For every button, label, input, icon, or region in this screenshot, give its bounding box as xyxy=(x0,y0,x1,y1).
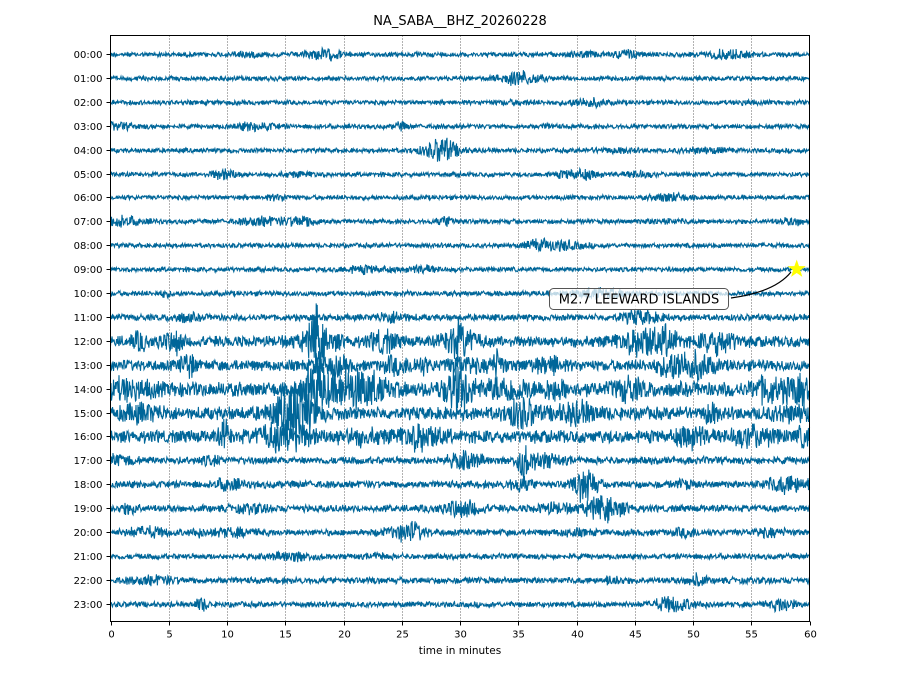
x-tick-label: 40 xyxy=(571,630,584,641)
y-axis: 00:00 01:00 02:00 03:00 04:00 05:00 06:00 07:00… xyxy=(74,50,111,611)
x-axis-label: time in minutes xyxy=(419,645,501,657)
trace-0800 xyxy=(109,237,811,253)
y-tick-label: 18:00 xyxy=(74,480,103,491)
x-tick-label: 45 xyxy=(629,630,642,641)
trace-0700 xyxy=(109,214,811,228)
y-tick-label: 11:00 xyxy=(74,313,103,324)
x-tick-label: 35 xyxy=(512,630,525,641)
x-tick-label: 10 xyxy=(221,630,234,641)
x-tick-label: 55 xyxy=(745,630,758,641)
trace-2100 xyxy=(110,550,811,563)
x-tick-label: 30 xyxy=(454,630,467,641)
chart-title: NA_SABA__BHZ_20260228 xyxy=(373,14,547,29)
x-tick-label: 25 xyxy=(396,630,409,641)
y-tick-label: 01:00 xyxy=(74,74,103,85)
event-star-icon xyxy=(787,259,806,277)
x-tick-label: 20 xyxy=(338,630,351,641)
x-tick-label: 50 xyxy=(687,630,700,641)
y-tick-label: 08:00 xyxy=(74,241,103,252)
trace-1100 xyxy=(109,309,811,326)
y-tick-label: 05:00 xyxy=(74,170,103,181)
trace-0400 xyxy=(109,137,810,162)
y-tick-label: 10:00 xyxy=(74,289,103,300)
trace-1900 xyxy=(110,495,811,524)
x-tick-label: 15 xyxy=(279,630,292,641)
event-arrow xyxy=(730,271,792,299)
y-tick-label: 17:00 xyxy=(74,456,103,467)
trace-1400 xyxy=(109,357,811,422)
event-label: M2.7 LEEWARD ISLANDS xyxy=(559,293,719,308)
y-tick-label: 22:00 xyxy=(74,576,103,587)
trace-0600 xyxy=(110,191,811,203)
trace-2300 xyxy=(109,595,811,614)
trace-1200 xyxy=(109,303,811,373)
trace-0300 xyxy=(109,120,811,133)
y-tick-label: 23:00 xyxy=(74,600,103,611)
y-tick-label: 04:00 xyxy=(74,146,103,157)
trace-1300 xyxy=(109,348,811,382)
trace-1800 xyxy=(109,469,811,503)
trace-0200 xyxy=(109,96,810,110)
event-annotation: M2.7 LEEWARD ISLANDS xyxy=(549,259,806,310)
trace-0000 xyxy=(109,45,810,62)
x-axis: 0 5 10 15 20 25 30 35 40 45 50 55 60 xyxy=(108,621,817,641)
event-label-box xyxy=(549,288,729,310)
trace-0500 xyxy=(109,166,810,182)
y-tick-label: 16:00 xyxy=(74,432,103,443)
y-tick-label: 15:00 xyxy=(74,409,103,420)
x-tick-label: 60 xyxy=(804,630,817,641)
x-tick-label: 5 xyxy=(166,630,172,641)
y-tick-label: 07:00 xyxy=(74,217,103,228)
trace-2000 xyxy=(110,520,811,543)
y-tick-label: 14:00 xyxy=(74,385,103,396)
y-tick-label: 12:00 xyxy=(74,337,103,348)
y-tick-label: 13:00 xyxy=(74,361,103,372)
y-tick-label: 21:00 xyxy=(74,552,103,563)
x-tick-label: 0 xyxy=(108,630,114,641)
y-tick-label: 09:00 xyxy=(74,265,103,276)
y-tick-label: 19:00 xyxy=(74,504,103,515)
y-tick-label: 06:00 xyxy=(74,193,103,204)
trace-1500 xyxy=(109,383,811,445)
trace-1600 xyxy=(109,418,811,454)
y-tick-label: 03:00 xyxy=(74,122,103,133)
y-tick-label: 00:00 xyxy=(74,50,103,61)
traces xyxy=(109,45,811,614)
trace-0900 xyxy=(109,263,810,276)
y-tick-label: 20:00 xyxy=(74,528,103,539)
trace-2200 xyxy=(110,572,811,587)
trace-1700 xyxy=(109,445,810,480)
y-tick-label: 02:00 xyxy=(74,98,103,109)
trace-0100 xyxy=(110,70,810,86)
